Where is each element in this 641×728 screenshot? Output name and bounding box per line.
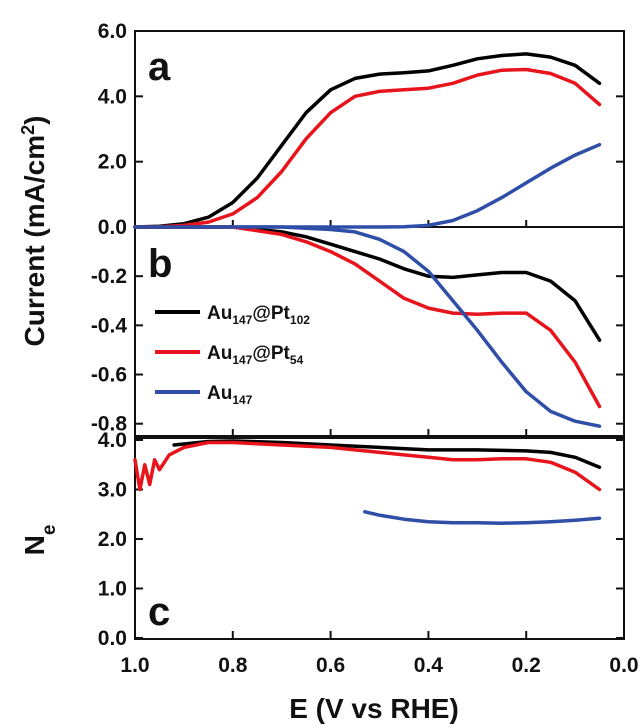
legend: Au147@Pt102 Au147@Pt54 Au147 [155, 303, 310, 407]
y-tick-label-panel-a: 2.0 [98, 151, 127, 174]
panel-label-c: c [148, 590, 170, 634]
legend-label-au147-pt54: Au147@Pt54 [207, 343, 304, 367]
x-tick-label: 0.0 [609, 654, 638, 677]
panel-label-b: b [148, 242, 172, 286]
tick-labels: 0.0 2.0 4.0 6.0 -0.2 -0.4 -0.6 -0.8 0.0 1.0 2.0 3.0… [91, 20, 639, 677]
y-tick-label-panel-c: 0.0 [98, 627, 127, 650]
y-axis-title-current: Current (mA/cm2) [18, 116, 50, 347]
tick-marks [134, 30, 625, 639]
panel-label-a: a [148, 45, 171, 89]
y-tick-label-panel-c: 3.0 [98, 479, 127, 502]
panel-c-frame [134, 437, 625, 640]
series-line-panel-b-au147 [133, 225, 602, 428]
y-tick-label-panel-a: 0.0 [98, 216, 127, 239]
series-line-panel-b-au147-pt102 [133, 225, 602, 342]
x-tick-label: 0.6 [316, 654, 345, 677]
series-layer [133, 52, 602, 525]
y-tick-label-panel-b: -0.6 [91, 364, 127, 387]
y-tick-label-panel-b: -0.4 [91, 314, 128, 337]
legend-label-au147-pt102: Au147@Pt102 [207, 303, 310, 327]
legend-label-au147: Au147 [207, 383, 253, 407]
x-tick-label: 1.0 [120, 654, 149, 677]
x-tick-label: 0.8 [218, 654, 248, 677]
y-tick-label-panel-a: 4.0 [98, 85, 127, 108]
x-tick-label: 0.4 [414, 654, 444, 677]
series-line-panel-a-au147-pt54 [133, 67, 602, 229]
y-axis-title-ne: Ne [19, 525, 60, 556]
y-tick-label-panel-b: -0.2 [91, 265, 127, 288]
x-tick-label: 0.2 [512, 654, 541, 677]
series-line-panel-c-au147 [363, 510, 602, 525]
y-tick-label-panel-b: -0.8 [91, 413, 128, 436]
y-tick-label-panel-c: 1.0 [98, 578, 127, 601]
x-axis-title: E (V vs RHE) [289, 693, 459, 724]
series-line-panel-a-au147 [133, 142, 602, 229]
series-line-panel-c-au147-pt54 [133, 440, 602, 492]
series-line-panel-b-au147-pt54 [133, 225, 602, 409]
y-tick-label-panel-c: 2.0 [98, 528, 127, 551]
panel-ab-frame [134, 30, 625, 437]
y-tick-label-panel-a: 6.0 [98, 20, 127, 43]
y-tick-label-panel-c: 4.0 [98, 429, 127, 452]
series-line-panel-a-au147-pt102 [133, 52, 602, 229]
